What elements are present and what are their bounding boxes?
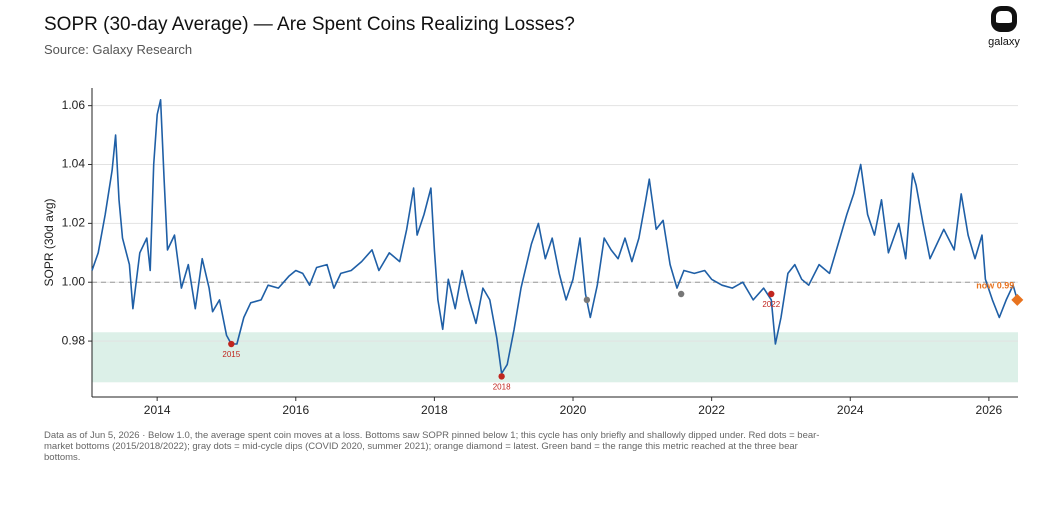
bottom-marker: [228, 340, 235, 348]
x-tick-label: 2020: [560, 403, 587, 417]
chart-subtitle: Source: Galaxy Research: [44, 42, 193, 57]
x-tick-label: 2014: [144, 403, 171, 417]
logo-text: galaxy: [988, 36, 1020, 48]
y-tick-label: 1.00: [62, 274, 86, 288]
bottom-marker: [768, 290, 775, 298]
latest-label: now 0.99: [976, 280, 1014, 290]
x-tick-label: 2018: [421, 403, 448, 417]
bottom-marker: [583, 296, 591, 304]
x-tick-label: 2016: [282, 403, 309, 417]
y-tick-label: 1.02: [62, 216, 86, 230]
x-tick-label: 2026: [976, 403, 1003, 417]
latest-marker: [1011, 293, 1024, 306]
footnote: Data as of Jun 5, 2026 · Below 1.0, the …: [44, 430, 820, 463]
x-tick-label: 2024: [837, 403, 864, 417]
marker-label: 2022: [762, 300, 780, 309]
y-axis-label: SOPR (30d avg): [42, 198, 56, 286]
y-tick-label: 1.04: [62, 157, 86, 171]
bottom-marker: [677, 290, 685, 298]
x-tick-label: 2022: [698, 403, 725, 417]
bottom-marker: [498, 373, 505, 380]
logo-icon: [991, 6, 1017, 32]
y-tick-label: 1.06: [62, 98, 86, 112]
chart: 0.98 1.00 1.02 1.04 1.06 2014 2016 2018 2020 2022…: [42, 88, 1024, 417]
logo: galaxy: [984, 6, 1024, 48]
marker-label: 2015: [222, 350, 240, 359]
marker-label: 2018: [493, 383, 511, 392]
chart-title: SOPR (30-day Average) — Are Spent Coins …: [44, 14, 575, 35]
y-tick-label: 0.98: [62, 333, 86, 347]
sopr-line: [91, 99, 1019, 375]
